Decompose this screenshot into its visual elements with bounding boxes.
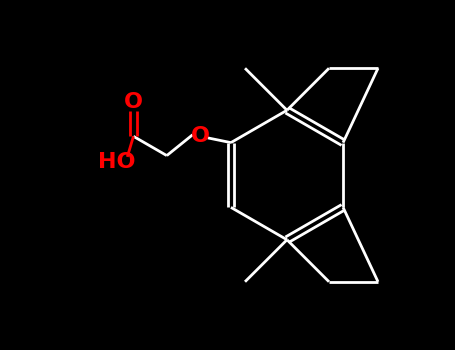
Text: O: O	[124, 92, 143, 112]
Text: HO: HO	[98, 152, 136, 172]
Text: O: O	[191, 126, 210, 146]
